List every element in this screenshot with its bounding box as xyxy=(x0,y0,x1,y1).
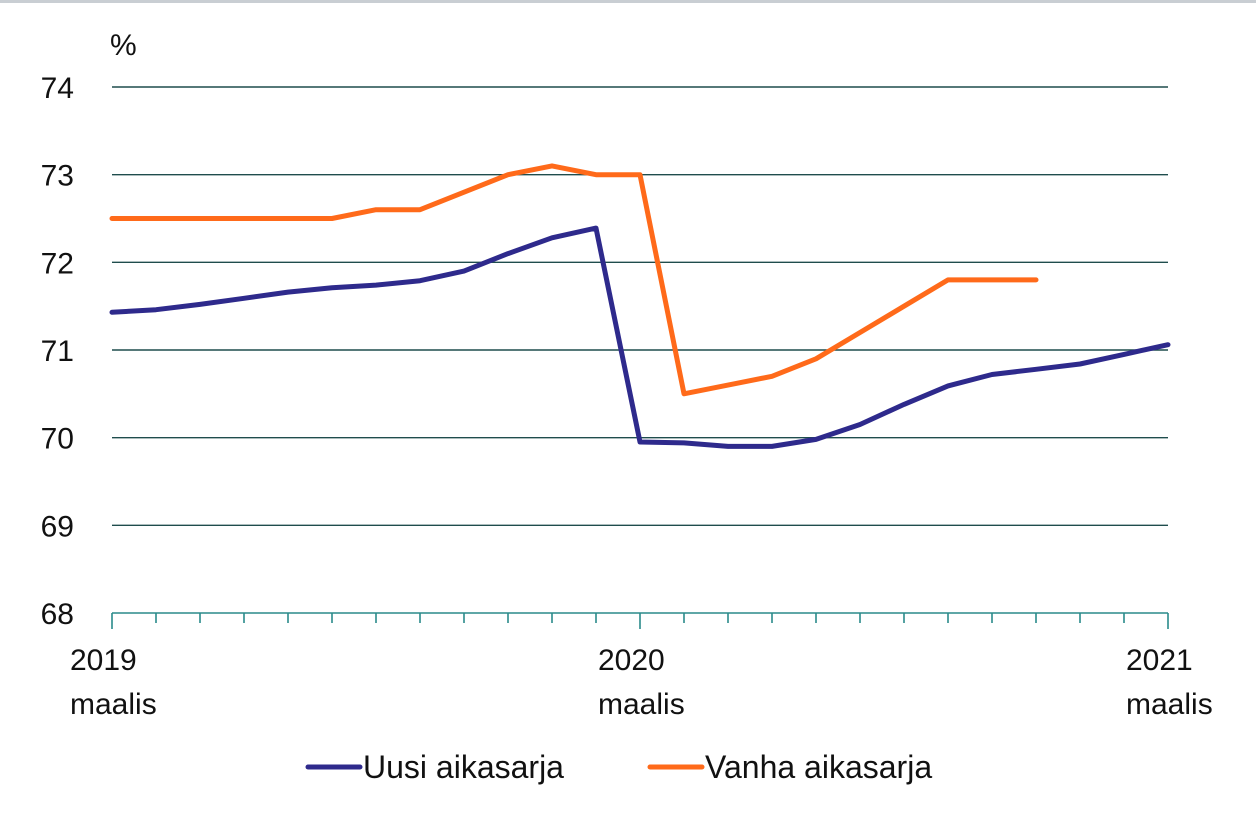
x-tick-label-month-2020: maalis xyxy=(598,688,685,721)
legend-label-1: Uusi aikasarja xyxy=(363,749,564,785)
y-unit-label: % xyxy=(110,29,137,62)
y-tick-label-73: 73 xyxy=(41,160,74,193)
y-tick-label-72: 72 xyxy=(41,247,74,280)
top-border xyxy=(0,0,1256,3)
series-line-1 xyxy=(109,225,1171,449)
legend-label-2: Vanha aikasarja xyxy=(705,749,932,785)
x-tick-label-month-2019: maalis xyxy=(70,688,157,721)
y-tick-label-74: 74 xyxy=(41,72,74,105)
x-tick-label-year-2020: 2020 xyxy=(598,644,665,677)
y-tick-label-71: 71 xyxy=(41,335,74,368)
x-tick-label-month-2021: maalis xyxy=(1126,688,1213,721)
series-line-2 xyxy=(109,163,1039,397)
y-tick-label-70: 70 xyxy=(41,423,74,456)
y-tick-label-69: 69 xyxy=(41,510,74,543)
x-tick-label-year-2021: 2021 xyxy=(1126,644,1193,677)
y-tick-label-68: 68 xyxy=(41,598,74,631)
x-tick-label-year-2019: 2019 xyxy=(70,644,137,677)
